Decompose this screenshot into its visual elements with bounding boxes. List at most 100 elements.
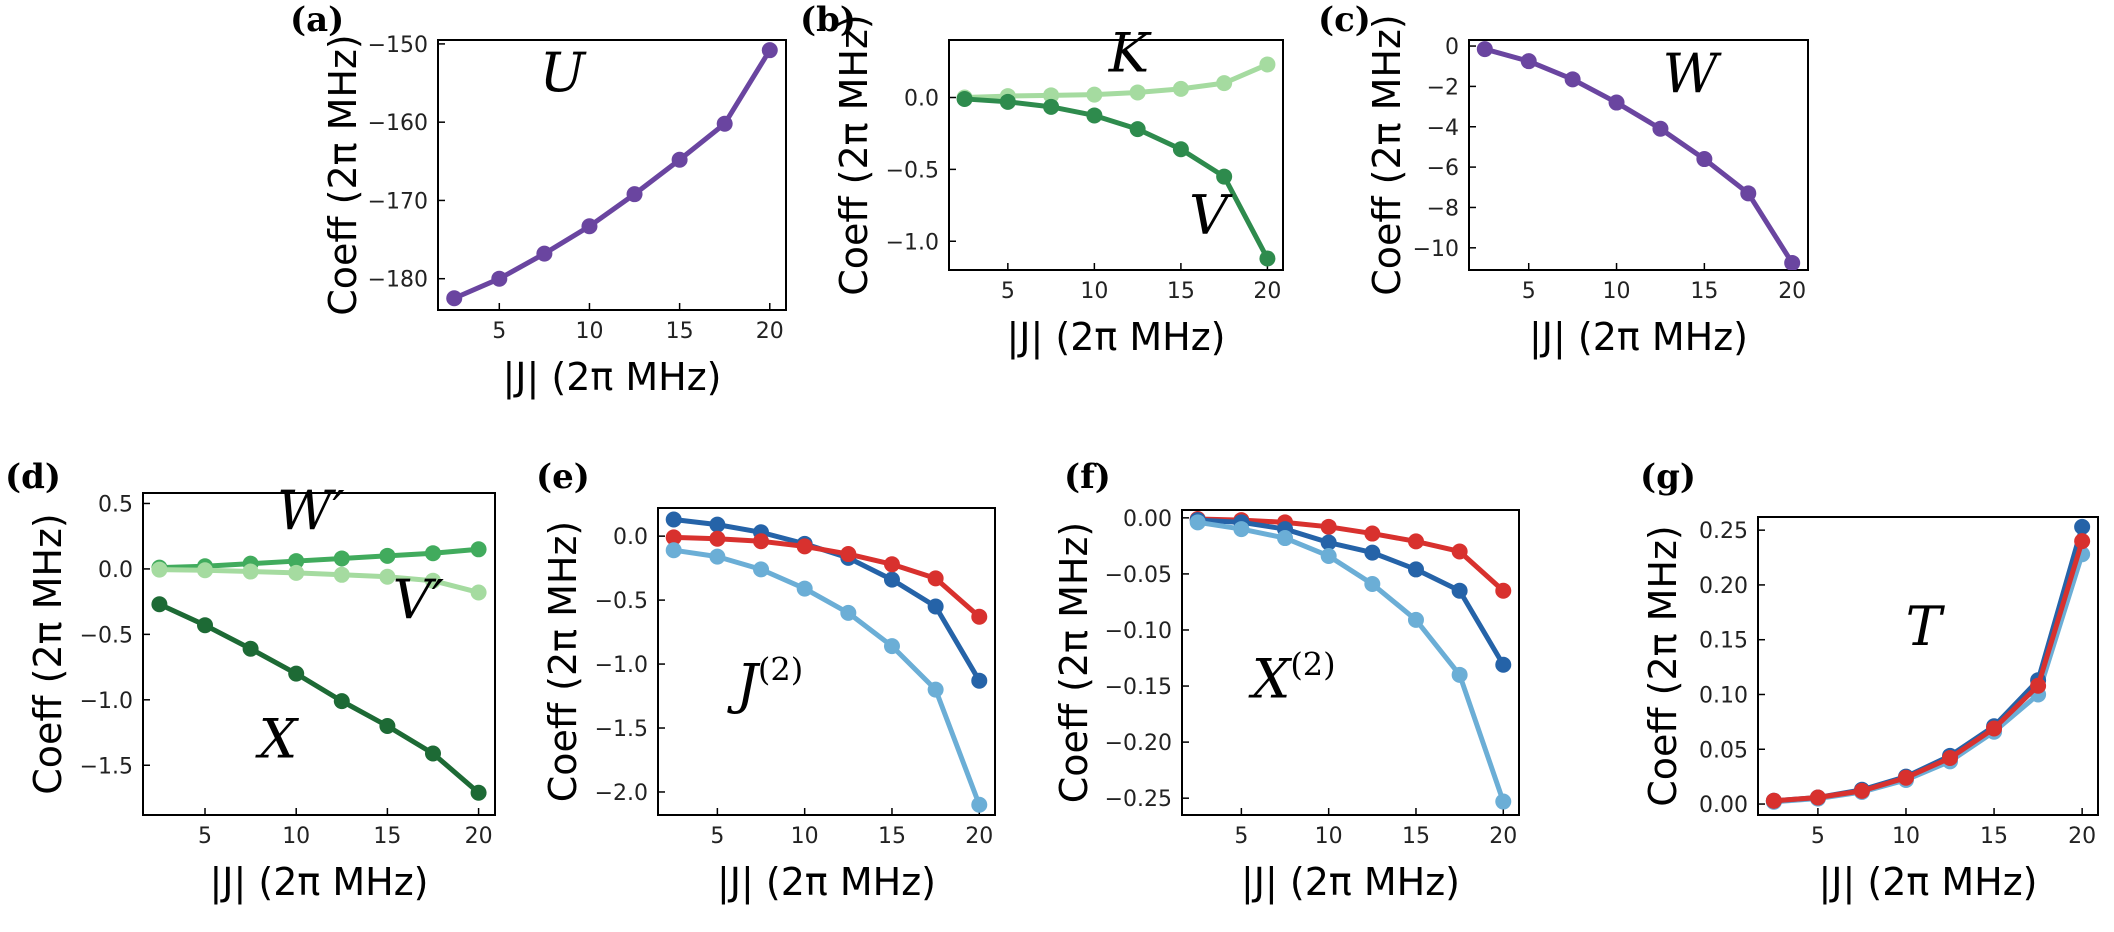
data-point	[971, 796, 988, 813]
data-point	[470, 784, 487, 801]
data-point	[709, 548, 726, 565]
series-annotation: W	[1663, 42, 1723, 105]
x-tick-label: 5	[1001, 279, 1015, 304]
data-point	[288, 665, 305, 682]
data-point	[716, 115, 733, 132]
data-point	[1320, 534, 1337, 551]
data-point	[1520, 53, 1537, 70]
data-point	[709, 516, 726, 533]
y-tick-label: −2.0	[595, 781, 648, 806]
series-line-w	[1484, 46, 1795, 265]
y-tick-label: −160	[368, 111, 428, 136]
series-annotation: K	[1108, 22, 1152, 85]
x-tick-label: 5	[492, 319, 506, 344]
x-tick-label: 20	[1253, 279, 1281, 304]
x-tick-label: 20	[2068, 824, 2096, 849]
data-point	[665, 542, 682, 559]
data-point	[1784, 254, 1801, 270]
data-point	[1320, 547, 1337, 564]
data-point	[1320, 518, 1337, 535]
x-axis-label: |J| (2π MHz)	[1241, 860, 1460, 905]
plot-frame	[437, 39, 787, 311]
data-point	[1897, 769, 1914, 786]
series-annotation: W′	[277, 480, 345, 543]
series-annotation: U	[540, 41, 587, 104]
data-point	[470, 584, 487, 601]
data-point	[1364, 525, 1381, 542]
data-point	[927, 598, 944, 615]
data-point	[424, 545, 441, 562]
data-point	[197, 617, 214, 634]
data-point	[242, 563, 259, 580]
data-point	[1942, 750, 1959, 767]
y-axis-label: Coeff (2π MHz)	[832, 14, 876, 296]
x-tick-label: 5	[1234, 824, 1248, 849]
y-tick-label: −180	[368, 268, 428, 293]
data-point	[1129, 121, 1146, 138]
data-point	[1809, 789, 1826, 806]
data-point	[1407, 533, 1424, 550]
data-point	[581, 218, 598, 235]
data-point	[491, 270, 508, 287]
data-point	[1608, 94, 1625, 111]
y-tick-label: −1.0	[886, 230, 939, 255]
data-point	[1259, 56, 1276, 73]
y-tick-label: −4	[1427, 116, 1459, 141]
data-point	[151, 596, 168, 613]
data-point	[1451, 543, 1468, 560]
data-point	[1086, 86, 1103, 103]
y-axis-label: Coeff (2π MHz)	[321, 34, 365, 316]
x-tick-label: 10	[282, 824, 310, 849]
panel-f: (f) 5 10 15 20 0.00 −0.05 −0.10 −0.15 −0.20 −0.25 |…	[1052, 457, 1520, 905]
data-point	[470, 541, 487, 558]
y-tick-label: −0.25	[1105, 787, 1172, 812]
y-tick-label: −0.5	[886, 158, 939, 183]
x-tick-label: 20	[1489, 824, 1517, 849]
x-tick-label: 10	[791, 824, 819, 849]
data-point	[1765, 792, 1782, 809]
series-line-dark-blue	[1773, 526, 2085, 804]
series-line-light-blue	[1197, 519, 1506, 803]
y-tick-label: −150	[368, 33, 428, 58]
y-tick-label: −1.0	[595, 653, 648, 678]
data-point	[883, 556, 900, 573]
plot-frame	[142, 492, 496, 816]
data-point	[1652, 120, 1669, 137]
x-tick-label: 5	[1811, 824, 1825, 849]
data-point	[1216, 75, 1233, 92]
y-tick-label: 0.00	[1699, 793, 1748, 818]
y-tick-label: −0.15	[1105, 675, 1172, 700]
panel-b: (b) 5 10 15 20 0.0 −0.5 −1.0 |J| (2π MHz) Coeff (…	[800, 0, 1284, 360]
series-line-x	[158, 601, 481, 795]
y-tick-label: 0.15	[1699, 629, 1748, 654]
data-point	[2030, 677, 2047, 694]
x-axis-label: |J| (2π MHz)	[210, 860, 429, 905]
data-point	[333, 566, 350, 583]
panel-letter: (c)	[1318, 0, 1371, 40]
data-point	[333, 550, 350, 567]
y-axis-label: Coeff (2π MHz)	[26, 513, 70, 795]
series-annotation: T	[1906, 595, 1946, 658]
data-point	[883, 638, 900, 655]
y-axis-label: Coeff (2π MHz)	[541, 521, 585, 803]
panel-g: (g) 5 10 15 20 0.00 0.05 0.10 0.15 0.20 0.25 |J| (2…	[1640, 457, 2099, 905]
data-point	[379, 547, 396, 564]
series-line-light-blue	[673, 547, 982, 806]
series-line-red	[1773, 540, 2085, 804]
x-tick-label: 10	[1080, 279, 1108, 304]
y-tick-label: −6	[1427, 156, 1459, 181]
data-point	[536, 245, 553, 262]
series-annotation: X	[255, 707, 300, 770]
y-tick-label: −10	[1413, 237, 1459, 262]
data-point	[665, 529, 682, 546]
x-tick-label: 20	[465, 824, 493, 849]
x-axis-label: |J| (2π MHz)	[1529, 315, 1748, 360]
panel-a: (a) 5 10 15 20 −180 −170 −160 −150 |J| (2π MHz) Co…	[290, 0, 787, 400]
y-tick-label: −0.5	[80, 623, 133, 648]
panel-letter: (d)	[5, 457, 61, 497]
data-point	[1172, 80, 1189, 97]
data-point	[1451, 666, 1468, 683]
x-axis-label: |J| (2π MHz)	[1007, 315, 1226, 360]
x-tick-label: 15	[666, 319, 694, 344]
data-point	[796, 580, 813, 597]
